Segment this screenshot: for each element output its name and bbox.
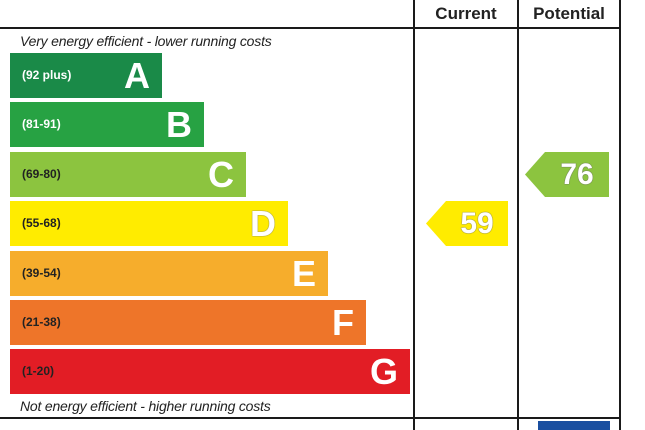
top-note: Very energy efficient - lower running co… — [20, 33, 272, 49]
band-letter: B — [166, 104, 192, 145]
band-letter: E — [291, 253, 316, 294]
band-letter: D — [250, 203, 276, 244]
band-range-label: (39-54) — [22, 266, 61, 280]
band-g: (1-20) G — [10, 349, 410, 394]
band-letter: C — [208, 154, 234, 195]
potential-rating-arrow: 76 — [525, 152, 609, 197]
band-d: (55-68) D — [10, 201, 288, 246]
footer-badge — [538, 421, 610, 430]
current-arrow-shape — [426, 201, 508, 246]
band-f: (21-38) F — [10, 300, 366, 345]
band-range-label: (81-91) — [22, 117, 61, 131]
footer-rule — [0, 417, 621, 419]
potential-arrow-shape — [525, 152, 609, 197]
band-range-label: (69-80) — [22, 167, 61, 181]
band-c: (69-80) C — [10, 152, 246, 197]
bottom-note: Not energy efficient - higher running co… — [20, 398, 271, 414]
band-range-label: (92 plus) — [22, 68, 72, 82]
current-rating-arrow: 59 — [426, 201, 508, 246]
potential-rating-value: 76 — [560, 158, 594, 191]
potential-header: Potential — [533, 4, 605, 23]
header-rule — [0, 27, 621, 29]
band-e: (39-54) E — [10, 251, 328, 296]
current-header: Current — [435, 4, 497, 23]
band-b: (81-91) B — [10, 102, 204, 147]
band-range-label: (55-68) — [22, 216, 61, 230]
right-border — [619, 0, 621, 430]
band-letter: A — [124, 55, 150, 96]
potential-divider — [517, 0, 519, 430]
band-letter: F — [332, 302, 354, 343]
band-a: (92 plus) A — [10, 53, 162, 98]
current-divider — [413, 0, 415, 430]
band-range-label: (1-20) — [22, 364, 55, 378]
current-rating-value: 59 — [460, 207, 494, 240]
band-range-label: (21-38) — [22, 315, 61, 329]
band-letter: G — [369, 351, 398, 392]
